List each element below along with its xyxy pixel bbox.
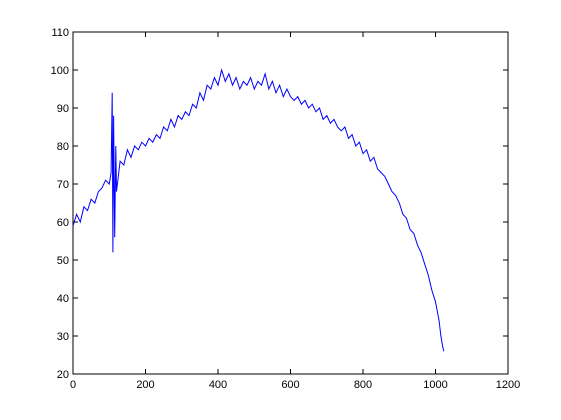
plot-frame [72,31,509,375]
x-tick-label: 200 [136,379,154,391]
y-tick-label: 110 [51,27,69,39]
y-tick-label: 60 [57,217,69,229]
y-tick-label: 40 [57,293,69,305]
x-tick-label: 1000 [423,379,447,391]
y-tick-label: 30 [57,331,69,343]
data-line [72,68,445,352]
x-tick-label: 400 [209,379,227,391]
y-tick-label: 20 [57,369,69,381]
y-tick-label: 70 [57,179,69,191]
y-tick-label: 80 [57,141,69,153]
y-tick-label: 100 [51,65,69,77]
x-tick-label: 0 [70,379,76,391]
x-tick-label: 1200 [496,379,520,391]
y-tick-label: 90 [57,103,69,115]
x-tick-label: 800 [354,379,372,391]
x-tick-label: 600 [281,379,299,391]
y-tick-label: 50 [57,255,69,267]
